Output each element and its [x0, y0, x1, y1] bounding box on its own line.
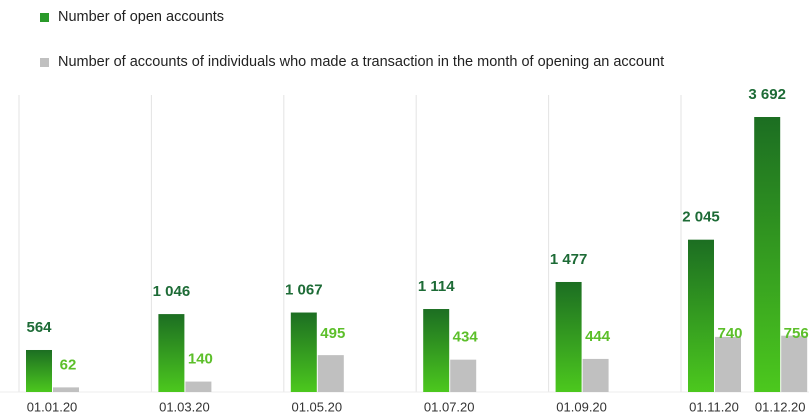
value-label: 564: [26, 319, 52, 336]
value-label: 495: [320, 325, 345, 342]
value-label: 740: [717, 325, 742, 342]
x-tick-label: 01.12.20: [755, 399, 806, 414]
x-tick-label: 01.11.20: [689, 399, 739, 414]
bar: [290, 312, 317, 392]
value-label: 140: [188, 351, 213, 368]
bar: [423, 309, 450, 392]
legend-item: Number of open accounts: [40, 8, 778, 27]
value-label: 2 045: [682, 209, 720, 226]
value-label: 434: [453, 329, 479, 346]
value-label: 3 692: [748, 86, 786, 103]
legend-label: Number of open accounts: [58, 9, 225, 25]
bar: [781, 335, 808, 392]
x-tick-label: 01.01.20: [27, 399, 78, 414]
value-label: 1 477: [550, 251, 588, 268]
legend-label: Number of accounts of individuals who ma…: [58, 54, 665, 70]
value-label: 1 067: [285, 281, 323, 298]
bar: [185, 381, 212, 392]
value-label: 1 114: [418, 278, 455, 295]
bar: [53, 387, 79, 392]
bar: [555, 281, 582, 392]
x-tick-label: 01.09.20: [556, 399, 607, 414]
legend-item: Number of accounts of individuals who ma…: [40, 53, 778, 72]
value-label: 756: [784, 325, 809, 342]
value-label: 62: [60, 356, 77, 373]
x-tick-label: 01.07.20: [424, 399, 475, 414]
bar: [158, 314, 185, 392]
x-tick-label: 01.05.20: [291, 399, 342, 414]
bar: [450, 359, 477, 392]
bar: [688, 239, 714, 392]
value-label: 444: [585, 328, 611, 345]
x-tick-label: 01.03.20: [159, 399, 210, 414]
bar: [317, 355, 344, 392]
bar: [715, 336, 741, 392]
legend-swatch: [40, 58, 49, 67]
bar: [26, 349, 52, 392]
bar: [582, 358, 609, 392]
legend-swatch: [40, 13, 49, 22]
value-label: 1 046: [153, 283, 191, 300]
bar: [754, 117, 781, 392]
